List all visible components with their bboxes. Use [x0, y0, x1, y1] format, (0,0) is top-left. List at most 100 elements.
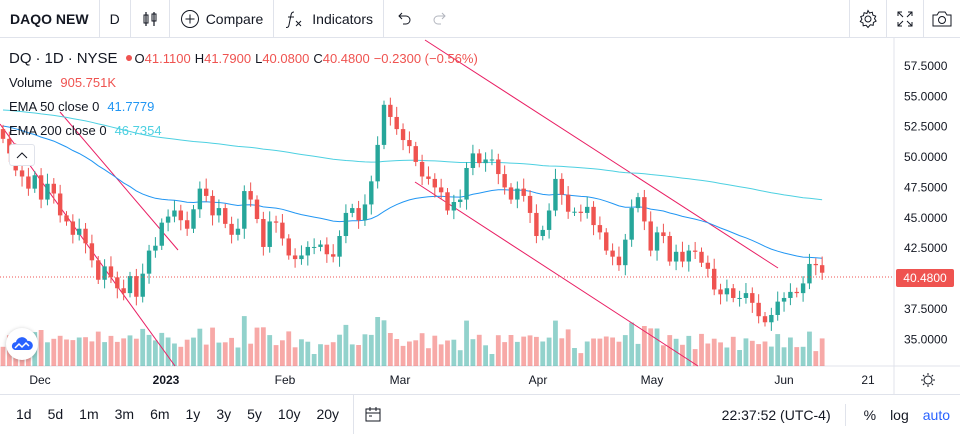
indicators-label: Indicators	[312, 10, 373, 27]
fullscreen-button[interactable]	[886, 0, 923, 38]
ticker[interactable]: DQ	[9, 49, 32, 67]
candle-body	[470, 153, 476, 168]
volume-bar	[273, 345, 279, 366]
time-tick-label: Apr	[529, 373, 548, 387]
trendline	[414, 181, 699, 367]
price-tick-label: 45.0000	[904, 211, 948, 225]
time-tick-label: Jun	[774, 373, 793, 387]
candle-body	[356, 208, 361, 221]
volume-bar	[381, 320, 387, 366]
volume-bar	[616, 341, 622, 366]
date-ranges: 1d 5d 1m 3m 6m 1y 3y 5y 10y 20y	[0, 395, 347, 434]
compare-button[interactable]: Compare	[168, 0, 274, 38]
candle-body	[19, 170, 25, 177]
range-3m[interactable]: 3m	[114, 405, 135, 422]
candle-body	[204, 188, 209, 196]
volume-bar	[648, 328, 654, 366]
log-scale-button[interactable]: log	[890, 406, 909, 423]
volume-bar	[286, 331, 292, 366]
candle-body	[235, 228, 241, 235]
collapse-legend-button[interactable]	[9, 144, 35, 166]
candle-body	[96, 260, 101, 280]
range-5y[interactable]: 5y	[247, 405, 262, 422]
range-5d[interactable]: 5d	[47, 405, 64, 422]
price-tick-label: 55.0000	[904, 89, 948, 103]
candle-body	[680, 251, 685, 262]
symbol-search[interactable]: DAQO NEW	[10, 10, 89, 27]
candle-body	[121, 288, 126, 294]
low-value: 40.0800	[262, 50, 310, 66]
camera-icon	[932, 11, 952, 27]
candle-body	[159, 222, 164, 246]
candle-body	[464, 167, 469, 200]
volume-bar	[578, 353, 584, 366]
volume-bar	[375, 317, 381, 366]
candle-body	[731, 288, 736, 298]
volume-bar	[718, 342, 723, 366]
volume-bar	[197, 328, 203, 366]
candle-body	[210, 195, 215, 216]
snapshot-button[interactable]	[923, 0, 960, 38]
legend-exchange: NYSE	[76, 49, 118, 67]
candle-body	[585, 206, 590, 213]
plus-circle-icon	[180, 9, 199, 28]
tradingview-logo-button[interactable]	[6, 328, 38, 360]
clock[interactable]: 22:37:52 (UTC-4)	[721, 406, 831, 423]
range-1y[interactable]: 1y	[185, 405, 201, 422]
volume-bar	[521, 336, 527, 366]
time-scale-settings-button[interactable]	[921, 373, 935, 387]
volume-bar	[743, 338, 749, 366]
indicators-button[interactable]: Indicators	[273, 0, 383, 38]
candle-body	[242, 191, 247, 229]
auto-scale-button[interactable]: auto	[922, 406, 950, 423]
volume-bar	[254, 327, 260, 366]
volume-label: Volume	[9, 74, 53, 90]
status-dot-icon	[125, 55, 132, 61]
volume-bar	[260, 327, 266, 366]
scale-controls: 22:37:52 (UTC-4) % log auto	[708, 395, 950, 434]
candle-body	[407, 140, 412, 147]
chart-type-button[interactable]	[129, 0, 169, 38]
interval-selector[interactable]: D	[98, 0, 130, 38]
range-6m[interactable]: 6m	[150, 405, 170, 422]
candle-body	[515, 188, 520, 200]
range-1m[interactable]: 1m	[79, 405, 99, 422]
settings-button[interactable]	[849, 0, 886, 38]
top-toolbar: DAQO NEW D Compare Indicators	[0, 0, 960, 38]
undo-button[interactable]	[382, 0, 422, 38]
ema200-label: EMA 200 close 0	[9, 122, 107, 138]
volume-bar	[337, 334, 342, 366]
volume-bar	[603, 336, 609, 366]
volume-bar	[641, 326, 647, 366]
candle-body	[591, 206, 596, 226]
time-axis[interactable]: Dec 2023 Feb Mar Apr May Jun 21	[29, 373, 875, 387]
range-1d[interactable]: 1d	[16, 405, 32, 422]
open-value: 41.1100	[144, 50, 191, 66]
range-20y[interactable]: 20y	[316, 405, 340, 422]
price-axis[interactable]: 57.5000 55.0000 52.5000 50.0000 47.5000 45.00…	[904, 59, 948, 346]
volume-bar	[241, 316, 247, 366]
price-chart[interactable]: 57.5000 55.0000 52.5000 50.0000 47.5000 45.00…	[0, 0, 960, 394]
candle-body	[699, 251, 704, 263]
goto-date-button[interactable]	[353, 394, 392, 434]
candle-body	[718, 289, 723, 295]
candle-body	[527, 195, 533, 213]
candle-body	[445, 192, 450, 211]
candle-body	[610, 250, 615, 257]
candle-body	[616, 256, 622, 266]
price-tick-label: 47.5000	[904, 180, 948, 194]
volume-bar	[813, 351, 819, 366]
range-3y[interactable]: 3y	[216, 405, 232, 422]
range-10y[interactable]: 10y	[277, 405, 301, 422]
candle-body	[623, 239, 628, 266]
price-tick-label: 52.5000	[904, 120, 948, 134]
volume-bar	[635, 343, 641, 366]
candle-body	[331, 254, 336, 257]
volume-bar	[267, 335, 273, 366]
percent-scale-button[interactable]: %	[863, 406, 877, 423]
redo-button[interactable]	[422, 0, 460, 38]
candle-body	[597, 225, 603, 233]
price-tick-label: 42.5000	[904, 241, 948, 255]
volume-bar	[457, 350, 463, 366]
candle-body	[350, 208, 355, 213]
